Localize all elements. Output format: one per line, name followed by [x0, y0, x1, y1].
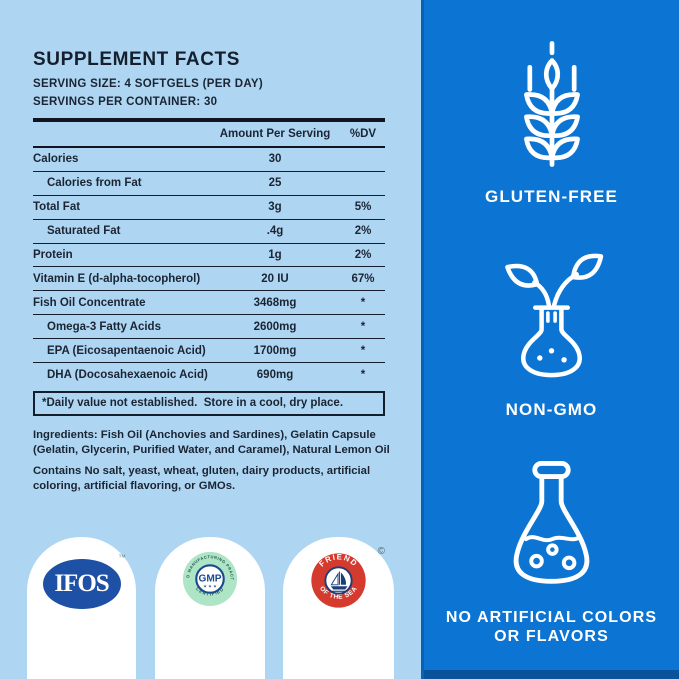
gmp-certification-badge: GOOD MANUFACTURING PRACTICE CERTIFIED GM… [155, 537, 265, 679]
copyright-symbol: © [377, 546, 385, 557]
table-row: Protein 1g 2% [33, 244, 385, 268]
flask-icon [513, 460, 590, 584]
table-row: Calories 30 [33, 148, 385, 172]
dv-header: %DV [349, 128, 377, 140]
supplement-facts-table: Amount Per Serving %DV Calories 30 Calor… [33, 118, 385, 387]
table-row: Calories from Fat 25 [33, 172, 385, 196]
ifos-logo: IFOS [42, 559, 121, 609]
servings-per-container-text: SERVINGS PER CONTAINER: 30 [33, 96, 218, 108]
amount-header: Amount Per Serving [219, 128, 331, 140]
ingredients-section: Ingredients: Fish Oil (Anchovies and Sar… [33, 428, 395, 500]
daily-value-footnote: *Daily value not established. Store in a… [33, 391, 385, 416]
svg-text:GMP: GMP [198, 573, 221, 584]
feature-panel: GLUTEN-FREE NON-GMO [421, 0, 679, 679]
table-row: Saturated Fat .4g 2% [33, 220, 385, 244]
ingredients-label: Ingredients [33, 429, 94, 441]
table-row: EPA (Eicosapentaenoic Acid) 1700mg * [33, 339, 385, 364]
friend-of-the-sea-badge: FRIEND OF THE SEA © [283, 537, 394, 679]
feature-label: NON-GMO [505, 400, 598, 419]
ingredients-text: Ingredients: Fish Oil (Anchovies and Sar… [33, 429, 390, 456]
ifos-certification-badge: IFOS ™ [27, 537, 136, 679]
feature-non-gmo: NON-GMO [424, 250, 679, 420]
table-row: Total Fat 3g 5% [33, 196, 385, 220]
table-row: Vitamin E (d-alpha-tocopherol) 20 IU 67% [33, 267, 385, 292]
contains-label: Contains No [33, 465, 100, 478]
bottom-shade [424, 670, 679, 679]
trademark-symbol: ™ [118, 553, 126, 562]
wheat-icon [523, 41, 580, 167]
feature-label: GLUTEN-FREE [485, 187, 618, 206]
table-row: Fish Oil Concentrate 3468mg * [33, 291, 385, 316]
plant-flask-icon [505, 253, 604, 378]
friend-of-the-sea-icon: FRIEND OF THE SEA [311, 552, 366, 608]
feature-label: NO ARTIFICIAL COLORS OR FLAVORS [445, 609, 658, 645]
table-row: DHA (Docosahexaenoic Acid) 690mg * [47, 368, 366, 381]
page-title: SUPPLEMENT FACTS [33, 49, 241, 70]
svg-text:★ ★ ★: ★ ★ ★ [203, 584, 217, 589]
table-header-row: Amount Per Serving %DV [33, 118, 385, 148]
sailboat-icon [330, 571, 348, 594]
feature-gluten-free: GLUTEN-FREE [424, 40, 679, 207]
feature-no-artificial: NO ARTIFICIAL COLORS OR FLAVORS [424, 459, 679, 647]
contains-text: Contains No salt, yeast, wheat, gluten, … [33, 465, 371, 492]
table-row: Omega-3 Fatty Acids 2600mg * [33, 315, 385, 340]
gmp-seal-icon: GOOD MANUFACTURING PRACTICE CERTIFIED GM… [179, 546, 238, 607]
serving-size-text: SERVING SIZE: 4 SOFTGELS (PER DAY) [33, 78, 264, 90]
